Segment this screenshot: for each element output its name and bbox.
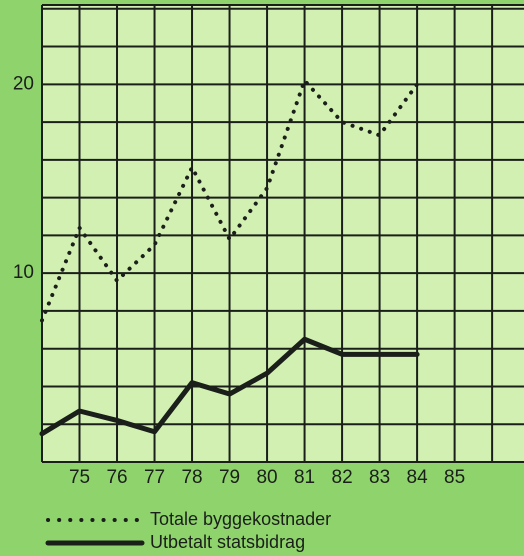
x-tick-label: 82	[332, 467, 353, 488]
x-tick-label: 80	[256, 467, 277, 488]
data-line	[39, 336, 420, 437]
legend-label: Utbetalt statsbidrag	[150, 532, 305, 552]
plot-area	[42, 5, 524, 462]
x-tick-label: 78	[181, 467, 202, 488]
y-tick-label: 10	[13, 262, 34, 283]
x-tick-label: 84	[407, 467, 429, 488]
legend-label: Totale byggekostnader	[150, 509, 331, 529]
x-tick-label: 76	[106, 467, 127, 488]
x-tick-label: 79	[219, 467, 240, 488]
x-tick-label: 83	[369, 467, 390, 488]
y-tick-label: 20	[13, 73, 34, 94]
x-tick-label: 77	[144, 467, 165, 488]
x-tick-label: 85	[444, 467, 465, 488]
data-line	[40, 78, 420, 323]
x-tick-label: 75	[69, 467, 90, 488]
x-tick-label: 81	[294, 467, 315, 488]
